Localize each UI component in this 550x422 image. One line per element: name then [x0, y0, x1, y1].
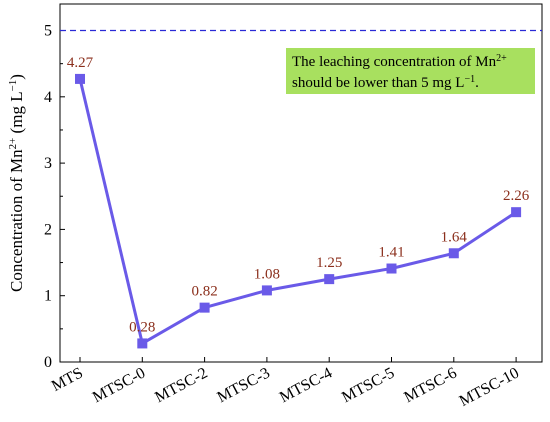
- data-labels: 4.27 0.28 0.82 1.08 1.25 1.41 1.64 2.26: [67, 55, 530, 336]
- annotation-line-2-sup: −1: [464, 74, 475, 85]
- data-label-6: 1.64: [441, 229, 468, 245]
- annotation-line-2-text: should be lower than 5 mg L: [292, 75, 464, 91]
- y-axis-label-prefix: Concentration of Mn: [7, 149, 26, 292]
- plot-frame: [59, 3, 543, 363]
- annotation-background: [286, 48, 535, 94]
- y-tick-labels: 0 1 2 3 4 5: [44, 23, 52, 371]
- data-label-3: 1.08: [254, 266, 280, 282]
- y-axis-label-suffix: ): [7, 74, 26, 80]
- axis-ticks: [60, 30, 517, 363]
- x-tick-label-5: MTSC-5: [339, 365, 397, 407]
- y-tick-label-5: 5: [44, 23, 52, 40]
- y-tick-label-3: 3: [44, 155, 52, 172]
- x-tick-label-1: MTSC-0: [90, 365, 148, 407]
- data-label-0: 4.27: [67, 55, 94, 71]
- annotation-line-1-text: The leaching concentration of Mn: [292, 54, 497, 70]
- y-tick-label-0: 0: [44, 354, 52, 371]
- y-tick-label-2: 2: [44, 221, 52, 238]
- annotation-line-2-end: .: [475, 75, 479, 91]
- y-tick-label-4: 4: [44, 89, 52, 106]
- x-tick-label-3: MTSC-3: [215, 365, 273, 407]
- y-axis-label-sup2: −1: [7, 80, 19, 92]
- series-markers: [75, 73, 522, 349]
- data-label-4: 1.25: [316, 255, 342, 271]
- data-point-7: [511, 207, 522, 218]
- data-point-4: [324, 274, 335, 285]
- data-point-2: [199, 302, 210, 313]
- annotation-line-1-sup: 2+: [496, 53, 507, 64]
- annotation-line-1: The leaching concentration of Mn2+: [292, 53, 507, 71]
- data-point-3: [261, 285, 272, 296]
- x-tick-label-0: MTS: [49, 365, 86, 395]
- data-point-6: [448, 248, 459, 259]
- x-tick-labels: MTS MTSC-0 MTSC-2 MTSC-3 MTSC-4 MTSC-5 MTSC-6M…: [49, 365, 522, 410]
- data-point-5: [386, 263, 397, 274]
- data-label-2: 0.82: [191, 284, 217, 300]
- y-axis-label-mid: (mg L: [7, 91, 26, 137]
- data-label-7: 2.26: [503, 188, 530, 204]
- x-tick-label-2: MTSC-2: [152, 365, 210, 407]
- y-axis-label: Concentration of Mn2+ (mg L−1): [7, 74, 26, 292]
- x-tick-label-6: MTSC-6: [401, 365, 459, 407]
- limit-annotation: The leaching concentration of Mn2+ should…: [286, 48, 535, 94]
- y-tick-label-1: 1: [44, 288, 52, 305]
- data-point-1: [137, 338, 148, 349]
- series-line: [78, 78, 517, 345]
- x-tick-label-4: MTSC-4: [277, 365, 335, 407]
- y-axis-label-sup: 2+: [7, 138, 19, 150]
- data-label-5: 1.41: [378, 245, 404, 261]
- data-label-1: 0.28: [129, 319, 155, 335]
- y-axis-title: Concentration of Mn2+ (mg L−1): [7, 74, 26, 292]
- data-point-0: [75, 73, 85, 84]
- x-tick-label-7: MTSC-10: [457, 365, 522, 410]
- annotation-line-2: should be lower than 5 mg L−1.: [292, 74, 479, 92]
